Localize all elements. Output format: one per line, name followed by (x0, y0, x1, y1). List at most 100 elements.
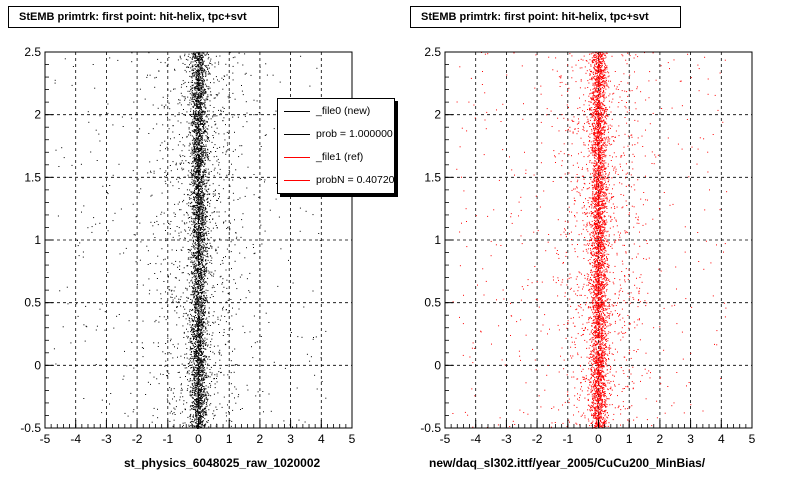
data-point (222, 307, 223, 309)
data-point (197, 198, 199, 200)
data-point (205, 248, 207, 250)
data-point (200, 315, 202, 317)
data-point (198, 246, 200, 248)
data-point (197, 162, 198, 164)
data-point (196, 213, 198, 215)
data-point (191, 281, 193, 283)
data-point (67, 303, 69, 305)
data-point (204, 300, 206, 301)
data-point (193, 54, 195, 55)
data-point (207, 358, 209, 360)
data-point (156, 378, 158, 380)
data-point (107, 272, 109, 273)
data-point (135, 216, 137, 218)
data-point (236, 236, 238, 238)
data-point (214, 167, 216, 169)
data-point (208, 179, 210, 181)
data-point (236, 288, 238, 290)
data-point (206, 67, 208, 68)
data-point (170, 388, 172, 390)
data-point (186, 288, 188, 290)
data-point (105, 358, 107, 360)
data-point (194, 363, 195, 365)
data-point (192, 119, 194, 121)
data-point (191, 308, 193, 310)
data-point (226, 74, 228, 76)
data-point (205, 323, 207, 325)
data-point (199, 55, 201, 57)
data-point (229, 229, 231, 231)
data-point (203, 391, 205, 392)
data-point (232, 174, 234, 176)
data-point (196, 85, 198, 87)
data-point (202, 139, 204, 141)
data-point (200, 334, 201, 336)
data-point (245, 297, 247, 299)
data-point (208, 179, 209, 181)
data-point (194, 196, 196, 198)
data-point (204, 275, 206, 277)
data-point (173, 396, 175, 398)
data-point (203, 322, 205, 324)
data-point (194, 232, 196, 234)
data-point (202, 366, 204, 368)
data-point (198, 261, 199, 263)
data-point (176, 312, 178, 314)
data-point (196, 331, 198, 333)
data-point (189, 361, 191, 363)
data-point (194, 131, 195, 133)
data-point (183, 306, 184, 308)
data-point (220, 372, 222, 374)
data-point (200, 153, 202, 154)
data-point (223, 331, 225, 333)
data-point (219, 359, 221, 361)
data-point (191, 98, 193, 100)
data-point (207, 191, 209, 193)
data-point (195, 425, 197, 427)
data-point (206, 53, 208, 55)
data-point (183, 332, 185, 334)
data-point (194, 151, 196, 152)
data-point (227, 404, 228, 406)
data-point (193, 209, 195, 211)
data-point (223, 133, 225, 135)
data-point (203, 182, 205, 184)
data-point (207, 94, 209, 96)
data-point (179, 164, 181, 165)
data-point (139, 88, 141, 90)
data-point (203, 200, 205, 201)
data-point (192, 415, 194, 417)
data-point (197, 247, 199, 249)
data-point (203, 193, 205, 195)
data-point (196, 336, 198, 338)
data-point (185, 58, 187, 60)
data-point (165, 319, 167, 321)
data-point (197, 410, 199, 412)
data-point (199, 205, 201, 207)
data-point (198, 89, 200, 91)
data-point (202, 360, 204, 362)
data-point (198, 181, 200, 183)
data-point (199, 317, 201, 319)
data-point (210, 171, 212, 172)
data-point (198, 389, 200, 391)
data-point (202, 315, 203, 317)
data-point (204, 308, 206, 310)
data-point (202, 162, 204, 163)
data-point (178, 232, 180, 234)
data-point (205, 168, 207, 170)
data-point (247, 389, 249, 391)
data-point (195, 100, 197, 102)
data-point (200, 83, 202, 85)
data-point (207, 110, 208, 112)
data-point (198, 165, 200, 166)
data-point (185, 318, 187, 320)
data-point (153, 376, 155, 378)
data-point (181, 84, 183, 86)
data-point (194, 289, 196, 291)
data-point (207, 98, 208, 100)
data-point (198, 96, 200, 98)
data-point (197, 294, 199, 295)
data-point (269, 209, 271, 211)
data-point (198, 108, 200, 109)
